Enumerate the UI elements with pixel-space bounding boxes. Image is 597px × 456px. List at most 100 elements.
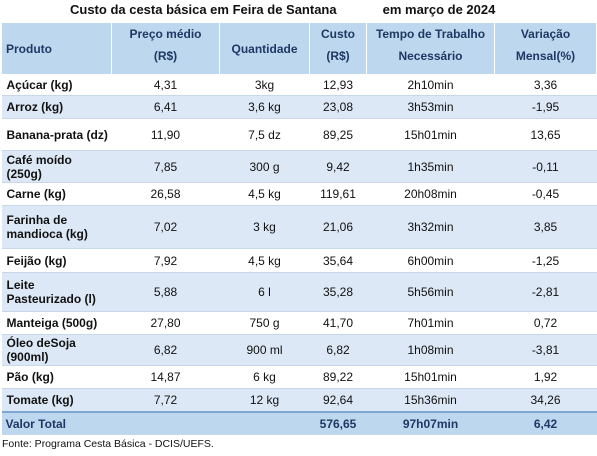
total-row: Valor Total 576,65 97h07min 6,42 [1,411,597,435]
cell-tempo: 15h36min [366,388,495,413]
cell-custo: 41,70 [309,311,367,335]
cell-variacao: -1,25 [494,248,597,273]
cell-produto: Café moído (250g) [1,150,112,183]
cell-preco: 7,72 [111,388,220,413]
cell-preco: 7,02 [111,205,220,249]
header-produto: Produto [1,22,112,75]
table-row: Carne (kg) 26,58 4,5 kg 119,61 20h08min -0,45 [1,182,597,206]
table-row: Arroz (kg) 6,41 3,6 kg 23,08 3h53min -1,95 [1,95,597,119]
cell-preco: 6,41 [111,95,220,119]
source-note: Fonte: Programa Cesta Básica - DCIS/UEFS… [2,438,214,450]
total-quantidade-empty [219,411,310,435]
cell-custo: 89,25 [309,118,367,151]
cell-produto: Óleo deSoja (900ml) [1,334,112,366]
cell-quantidade: 300 g [219,150,310,183]
cell-quantidade: 6 kg [219,365,310,389]
cell-custo: 89,22 [309,365,367,389]
header-tempo: Tempo de Trabalho Necessário [366,22,495,75]
cell-preco: 6,82 [111,334,220,366]
cell-custo: 35,64 [309,248,367,273]
cell-custo: 23,08 [309,95,367,119]
table-row: Pão (kg) 14,87 6 kg 89,22 15h01min 1,92 [1,365,597,389]
cell-variacao: 13,65 [494,118,597,151]
table-row: Feijão (kg) 7,92 4,5 kg 35,64 6h00min -1,25 [1,248,597,273]
cell-quantidade: 6 l [219,272,310,312]
table-row: Óleo deSoja (900ml) 6,82 900 ml 6,82 1h08min… [1,334,597,366]
cell-tempo: 1h08min [366,334,495,366]
table-row: Leite Pasteurizado (l) 5,88 6 l 35,28 5h56mi… [1,272,597,312]
title-main: Custo da cesta básica em Feira de Santan… [70,2,337,17]
cell-produto: Banana-prata (dz) [1,118,112,151]
cell-quantidade: 4,5 kg [219,182,310,206]
cell-variacao: -0,45 [494,182,597,206]
cell-custo: 119,61 [309,182,367,206]
table-row: Tomate (kg) 7,72 12 kg 92,64 15h36min 34,26 [1,388,597,413]
title-period: em março de 2024 [382,2,496,17]
cell-preco: 7,85 [111,150,220,183]
cell-custo: 12,93 [309,74,367,96]
cell-preco: 11,90 [111,118,220,151]
cell-preco: 27,80 [111,311,220,335]
cell-produto: Arroz (kg) [1,95,112,119]
cell-quantidade: 4,5 kg [219,248,310,273]
cell-variacao: 1,92 [494,365,597,389]
cell-quantidade: 750 g [219,311,310,335]
cell-preco: 5,88 [111,272,220,312]
table-row: Açúcar (kg) 4,31 3kg 12,93 2h10min 3,36 [1,74,597,96]
cell-quantidade: 3kg [219,74,310,96]
cell-custo: 92,64 [309,388,367,413]
table-row: Banana-prata (dz) 11,90 7,5 dz 89,25 15h01mi… [1,118,597,151]
cell-variacao: 34,26 [494,388,597,413]
cell-tempo: 7h01min [366,311,495,335]
cell-variacao: 0,72 [494,311,597,335]
table-body: Açúcar (kg) 4,31 3kg 12,93 2h10min 3,36 Arroz … [1,74,597,413]
cell-produto: Tomate (kg) [1,388,112,413]
cell-tempo: 3h32min [366,205,495,249]
header-custo: Custo (R$) [309,22,367,75]
cell-produto: Leite Pasteurizado (l) [1,272,112,312]
cell-preco: 7,92 [111,248,220,273]
cell-variacao: 3,36 [494,74,597,96]
total-tempo: 97h07min [366,411,495,435]
cell-variacao: -0,11 [494,150,597,183]
page-title: Custo da cesta básica em Feira de Santan… [0,0,597,22]
cell-variacao: -2,81 [494,272,597,312]
cell-custo: 6,82 [309,334,367,366]
cell-tempo: 15h01min [366,118,495,151]
table-header-row: Produto Preço médio (R$) Quantidade Custo… [1,22,597,75]
table-row: Café moído (250g) 7,85 300 g 9,42 1h35min -0,… [1,150,597,183]
cell-variacao: 3,85 [494,205,597,249]
table-row: Manteiga (500g) 27,80 750 g 41,70 7h01min 0,7… [1,311,597,335]
cell-tempo: 5h56min [366,272,495,312]
cell-quantidade: 7,5 dz [219,118,310,151]
cell-produto: Açúcar (kg) [1,74,112,96]
cell-quantidade: 3,6 kg [219,95,310,119]
cell-tempo: 20h08min [366,182,495,206]
cell-variacao: -1,95 [494,95,597,119]
cell-produto: Pão (kg) [1,365,112,389]
total-variacao: 6,42 [494,411,597,435]
table-row: Farinha de mandioca (kg) 7,02 3 kg 21,06 3h3… [1,205,597,249]
cell-preco: 4,31 [111,74,220,96]
cell-produto: Feijão (kg) [1,248,112,273]
cell-custo: 35,28 [309,272,367,312]
cell-quantidade: 12 kg [219,388,310,413]
cell-quantidade: 900 ml [219,334,310,366]
cell-tempo: 6h00min [366,248,495,273]
total-label: Valor Total [1,411,112,435]
total-custo: 576,65 [309,411,367,435]
cell-produto: Carne (kg) [1,182,112,206]
total-preco-empty [111,411,220,435]
cell-tempo: 1h35min [366,150,495,183]
cell-tempo: 2h10min [366,74,495,96]
header-variacao: Variação Mensal(%) [494,22,597,75]
header-quantidade: Quantidade [219,22,310,75]
cell-produto: Farinha de mandioca (kg) [1,205,112,249]
cell-preco: 14,87 [111,365,220,389]
cell-tempo: 3h53min [366,95,495,119]
cell-quantidade: 3 kg [219,205,310,249]
cell-variacao: -3,81 [494,334,597,366]
cell-custo: 21,06 [309,205,367,249]
header-preco: Preço médio (R$) [111,22,220,75]
cell-produto: Manteiga (500g) [1,311,112,335]
